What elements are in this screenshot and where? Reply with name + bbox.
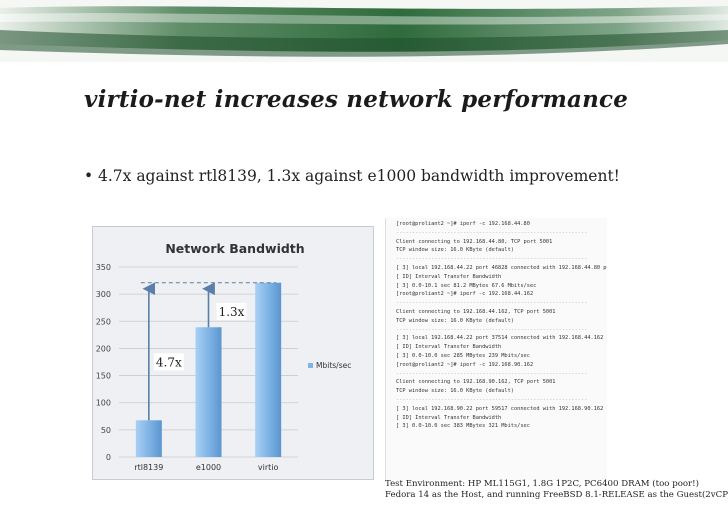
x-tick-label: e1000 bbox=[196, 463, 221, 472]
terminal-line: ----------------------------------------… bbox=[396, 326, 588, 333]
y-tick-label: 150 bbox=[96, 372, 111, 381]
terminal-line: [root@proliant2 ~]# iperf -c 192.168.44.… bbox=[396, 291, 534, 298]
annotation-4-7x: 4.7x bbox=[156, 355, 182, 369]
terminal-line: [ 3] 0.0-10.0 sec 285 MBytes 239 Mbits/s… bbox=[396, 352, 530, 359]
chart-title: Network Bandwidth bbox=[165, 241, 304, 256]
y-tick-label: 200 bbox=[96, 344, 111, 353]
terminal-line: [ 3] local 192.168.44.22 port 46828 conn… bbox=[396, 264, 607, 271]
annotation-1-3x-box bbox=[216, 302, 247, 320]
bar-e1000 bbox=[195, 327, 222, 457]
bandwidth-chart: Network Bandwidth 0 50 100 150 200 250 300 350 rt… bbox=[92, 226, 374, 480]
terminal-line: TCP window size: 16.0 KByte (default) bbox=[396, 247, 514, 254]
bar-virtio bbox=[255, 282, 282, 457]
annotation-4-7x-box bbox=[153, 353, 184, 371]
terminal-line: [ ID] Interval Transfer Bandwidth bbox=[396, 344, 502, 351]
footnote-line-2: Fedora 14 as the Host, and running FreeB… bbox=[385, 490, 728, 500]
terminal-line: Client connecting to 192.168.44.162, TCP… bbox=[396, 308, 556, 315]
bullet-text: 4.7x against rtl8139, 1.3x against e1000… bbox=[98, 167, 620, 185]
slide-title: virtio-net increases network performance bbox=[84, 86, 629, 113]
test-environment-note: Test Environment: HP ML115G1, 1.8G 1P2C,… bbox=[385, 479, 728, 501]
bullet-item: • 4.7x against rtl8139, 1.3x against e100… bbox=[84, 167, 620, 185]
header-banner bbox=[0, 0, 728, 62]
x-tick-label: virtio bbox=[258, 463, 279, 472]
terminal-line: [root@proliant2 ~]# iperf -c 192.168.90.… bbox=[396, 361, 534, 368]
terminal-line: ----------------------------------------… bbox=[396, 229, 588, 236]
banner-swoosh-graphic bbox=[0, 0, 728, 62]
legend-swatch bbox=[308, 363, 313, 368]
bar-rtl8139 bbox=[135, 420, 162, 457]
terminal-line: TCP window size: 16.0 KByte (default) bbox=[396, 317, 514, 324]
legend-label: Mbits/sec bbox=[316, 361, 351, 370]
terminal-line: [root@proliant2 ~]# iperf -c 192.168.44.… bbox=[396, 221, 530, 227]
terminal-line: [ ID] Interval Transfer Bandwidth bbox=[396, 273, 502, 280]
terminal-line: Client connecting to 192.168.90.162, TCP… bbox=[396, 379, 556, 386]
iperf-terminal-output: [root@proliant2 ~]# iperf -c 192.168.44.… bbox=[385, 218, 607, 480]
terminal-line: ----------------------------------------… bbox=[396, 370, 588, 377]
terminal-line: [ ID] Interval Transfer Bandwidth bbox=[396, 414, 502, 421]
y-tick-label: 300 bbox=[96, 290, 111, 299]
bullet-dot-icon: • bbox=[84, 167, 94, 185]
y-tick-label: 250 bbox=[96, 317, 111, 326]
x-tick-label: rtl8139 bbox=[134, 463, 163, 472]
y-tick-label: 50 bbox=[101, 426, 111, 435]
terminal-line: ----------------------------------------… bbox=[396, 256, 588, 263]
footnote-line-1: Test Environment: HP ML115G1, 1.8G 1P2C,… bbox=[385, 479, 699, 489]
terminal-line: [ 3] 0.0-10.0 sec 383 MBytes 321 Mbits/s… bbox=[396, 423, 530, 430]
terminal-line: [ 3] local 192.168.90.22 port 59517 conn… bbox=[396, 405, 607, 412]
terminal-line: ----------------------------------------… bbox=[396, 396, 588, 403]
terminal-line: [ 3] 0.0-10.1 sec 81.2 MBytes 67.6 Mbits… bbox=[396, 282, 537, 289]
terminal-line: Client connecting to 192.168.44.80, TCP … bbox=[396, 238, 553, 245]
annotation-1-3x: 1.3x bbox=[219, 305, 245, 319]
y-tick-label: 350 bbox=[96, 263, 111, 272]
terminal-line: TCP window size: 16.0 KByte (default) bbox=[396, 388, 514, 395]
y-tick-label: 100 bbox=[96, 399, 111, 408]
terminal-line: [ 3] local 192.168.44.22 port 37514 conn… bbox=[396, 335, 607, 342]
bandwidth-chart-svg: Network Bandwidth 0 50 100 150 200 250 300 350 rt… bbox=[96, 241, 352, 472]
terminal-line: ----------------------------------------… bbox=[396, 300, 588, 307]
y-tick-label: 0 bbox=[106, 453, 111, 462]
